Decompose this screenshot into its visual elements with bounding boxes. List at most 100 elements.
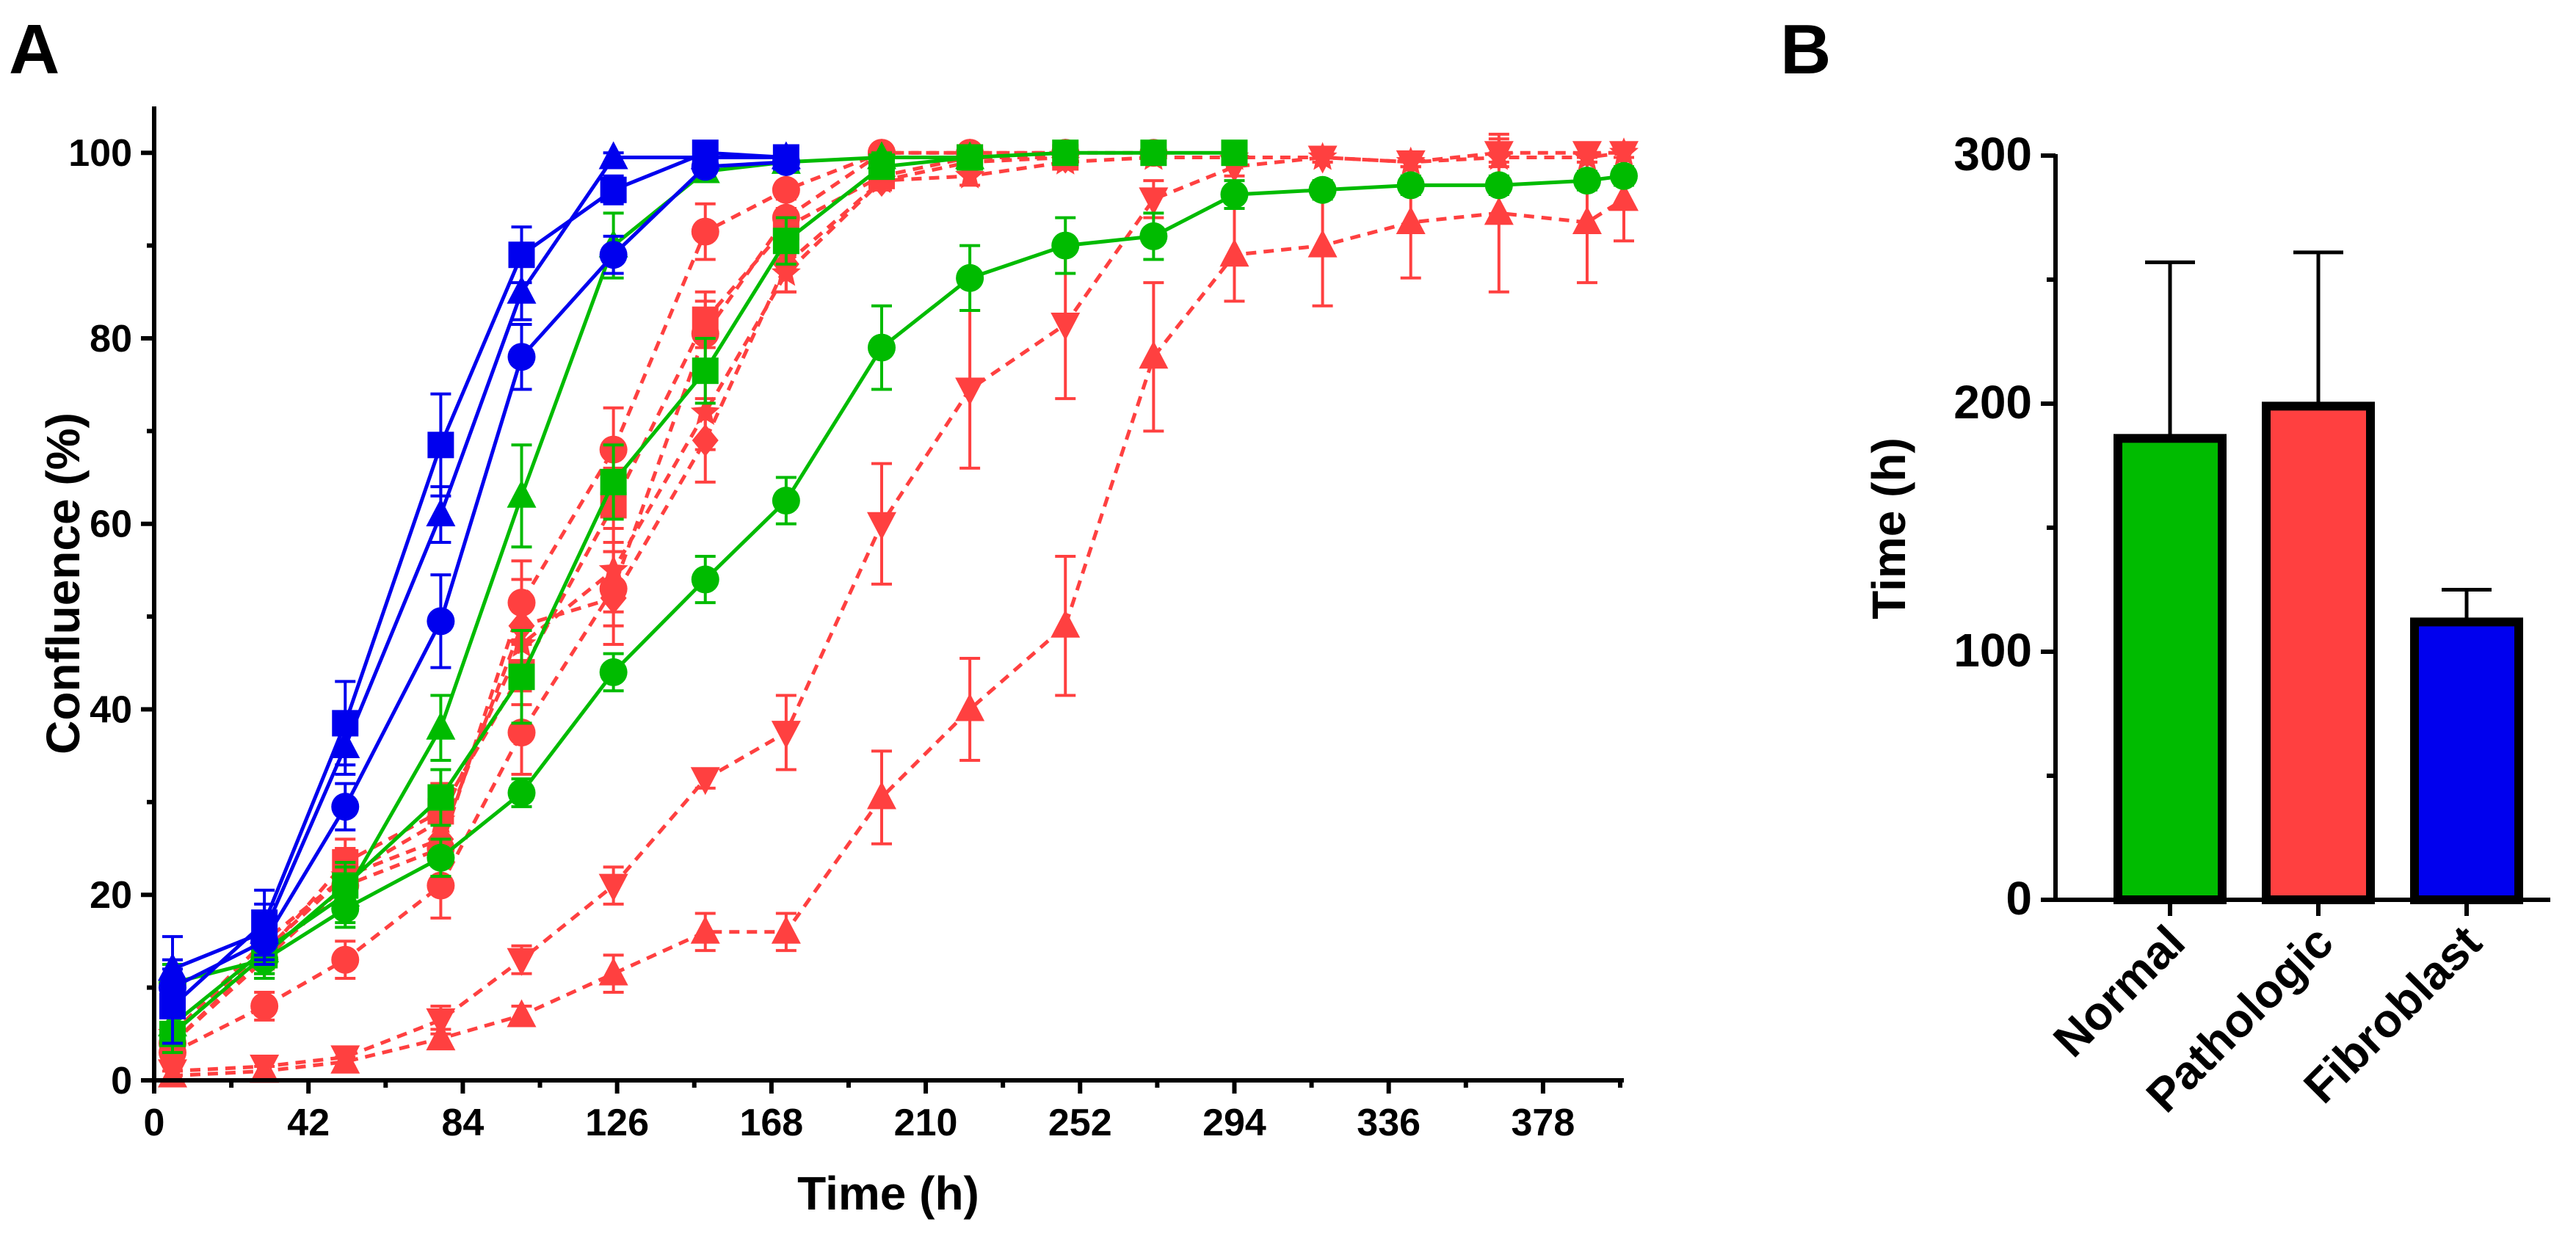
- data-point: [1307, 229, 1338, 258]
- data-point: [955, 377, 985, 406]
- series-line: [171, 150, 1235, 1036]
- data-point: [598, 141, 628, 170]
- series-fibroblast-3: [159, 148, 800, 1017]
- data-point: [1484, 197, 1514, 225]
- data-point: [691, 565, 719, 594]
- x-tick-label: 336: [1357, 1102, 1421, 1144]
- data-point: [598, 873, 628, 902]
- data-point: [1609, 141, 1639, 170]
- data-point: [507, 779, 536, 807]
- data-point: [690, 397, 720, 425]
- data-point: [1221, 139, 1248, 167]
- data-point: [331, 945, 360, 974]
- data-point: [1572, 205, 1602, 234]
- bar-pathologic: [2262, 401, 2375, 904]
- data-point: [772, 148, 800, 176]
- data-point: [427, 784, 454, 811]
- data-point: [691, 153, 719, 181]
- data-point: [1572, 141, 1602, 170]
- data-point: [250, 1055, 280, 1083]
- data-point: [692, 357, 719, 385]
- data-point: [427, 607, 455, 636]
- x-tick-label: 168: [739, 1102, 803, 1144]
- data-point: [1139, 187, 1169, 216]
- data-point: [1396, 150, 1426, 178]
- data-point: [426, 1022, 456, 1051]
- x-tick-label: 252: [1048, 1102, 1112, 1144]
- data-point: [1051, 312, 1081, 341]
- x-tick-label: 210: [894, 1102, 958, 1144]
- data-point: [330, 1045, 360, 1074]
- data-point: [600, 468, 627, 495]
- series-normal-3: [159, 161, 1638, 1003]
- data-point: [690, 915, 720, 944]
- data-point: [691, 217, 719, 246]
- data-point: [507, 719, 536, 747]
- series-line: [171, 160, 787, 989]
- data-point: [159, 973, 187, 1002]
- data-point: [957, 144, 984, 171]
- data-point: [955, 160, 985, 189]
- data-point: [507, 479, 537, 508]
- data-point: [771, 721, 801, 749]
- data-point: [330, 730, 360, 759]
- y-tick-label: 80: [90, 318, 132, 360]
- data-point: [599, 658, 628, 686]
- panel-b-label: B: [1780, 10, 1831, 89]
- data-point: [771, 258, 801, 286]
- data-point: [868, 153, 895, 181]
- x-axis-title: Time (h): [797, 1167, 979, 1220]
- data-point: [507, 343, 536, 371]
- data-point: [867, 333, 896, 362]
- data-point: [1484, 171, 1513, 200]
- data-point: [599, 241, 628, 269]
- y-tick-label: 100: [68, 132, 132, 175]
- data-point: [1307, 145, 1338, 174]
- series-pathologic-5: [158, 137, 1639, 1055]
- data-point: [866, 512, 896, 540]
- data-point: [600, 176, 627, 203]
- data-point: [1308, 175, 1337, 204]
- bar-y-tick-label: 100: [1953, 624, 2032, 677]
- data-point: [771, 915, 801, 944]
- data-point: [426, 1008, 456, 1036]
- data-point: [772, 487, 800, 515]
- panel-a-label: A: [9, 10, 59, 89]
- x-tick-label: 84: [441, 1102, 484, 1144]
- x-tick-label: 378: [1512, 1102, 1575, 1144]
- series-line: [172, 197, 1625, 1078]
- data-point: [598, 957, 628, 986]
- bar-y-tick-label: 0: [2006, 872, 2032, 925]
- data-point: [690, 767, 720, 796]
- data-point: [1051, 231, 1080, 260]
- y-tick-label: 0: [111, 1060, 132, 1102]
- data-point: [955, 693, 985, 721]
- data-point: [331, 895, 360, 923]
- series-pathologic-7: [158, 132, 1639, 1088]
- data-point: [1610, 161, 1638, 190]
- x-tick-label: 0: [144, 1102, 165, 1144]
- confluence-line-chart: 0 42 84 126 168 210 252 294 336 378 0 20 40 60 80 100 T…: [37, 106, 1639, 1220]
- data-point: [426, 711, 456, 740]
- data-point: [507, 999, 537, 1028]
- data-point: [507, 275, 537, 304]
- data-point: [508, 663, 535, 691]
- data-point: [1572, 167, 1601, 195]
- data-point: [1140, 139, 1167, 167]
- x-tick-label: 294: [1202, 1102, 1266, 1144]
- y-tick-label: 20: [90, 874, 132, 917]
- data-point: [427, 432, 454, 459]
- data-point: [250, 927, 279, 956]
- bar-normal: [2114, 434, 2227, 904]
- y-tick-label: 40: [90, 688, 132, 731]
- data-point: [1396, 205, 1426, 234]
- series-line: [171, 150, 1625, 1036]
- bar-category-label: Normal: [2043, 915, 2195, 1067]
- data-point: [1220, 181, 1249, 209]
- data-point: [1139, 222, 1168, 250]
- series-pathologic-6: [158, 137, 1639, 1088]
- series-normal-1: [158, 141, 985, 1045]
- bar-y-tick-label: 200: [1953, 376, 2032, 429]
